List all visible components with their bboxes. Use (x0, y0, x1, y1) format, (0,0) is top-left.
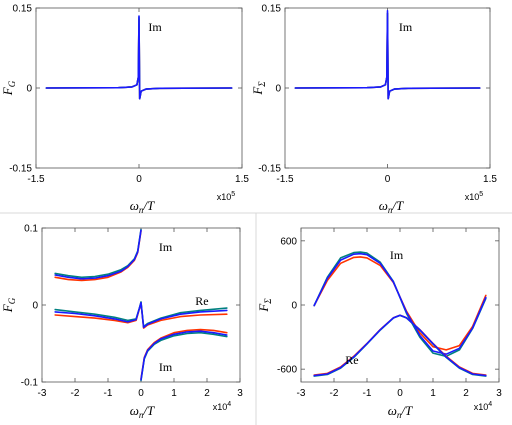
x-tick-label: 1.5 (483, 174, 497, 185)
y-tick-label: 0 (275, 84, 281, 95)
x-tick-label: 2 (463, 388, 469, 399)
x-tick-label: -2 (71, 388, 80, 399)
series-line-2 (313, 252, 487, 355)
x-axis-multiplier: x104 (213, 401, 232, 412)
x-tick-label: 1 (430, 388, 436, 399)
x-tick-label: 0 (138, 388, 144, 399)
y-tick-label: -0.15 (9, 164, 32, 175)
y-tick-label: -0.1 (21, 378, 39, 389)
chart-panel-bottom-left: -3 -2 -1 0 1 2 3 -0.1 0 0.1 x104 ωn/T FG Im Re Im (0, 224, 243, 421)
x-axis-multiplier: x105 (217, 191, 236, 202)
x-tick-label: -3 (38, 388, 47, 399)
y-tick-label: -600 (277, 365, 297, 376)
chart-panel-top-right: -1.5 0 1.5 -0.15 0 0.15 x105 ωn/T FΣ Im (250, 4, 497, 216)
x-tick-label: -1 (104, 388, 113, 399)
chart-panel-top-left: -1.5 0 1.5 -0.15 0 0.15 x105 ωn/T FG Im (0, 4, 249, 216)
series-line-1 (54, 228, 142, 279)
x-axis-title: ωn/T (130, 198, 155, 215)
x-axis-title: ωn/T (388, 403, 413, 420)
x-tick-label: 3 (496, 388, 502, 399)
y-tick-label: 0 (26, 84, 32, 95)
annotation-im: Im (399, 20, 413, 34)
x-tick-label: 1.5 (235, 174, 249, 185)
series-line-1 (313, 251, 487, 358)
annotation-re: Re (195, 294, 208, 308)
y-axis-title: FΣ (256, 298, 273, 313)
y-tick-label: 0 (291, 301, 297, 312)
series-line-0 (54, 230, 142, 282)
y-tick-label: 0.15 (13, 4, 33, 15)
y-tick-label: 0 (32, 301, 38, 312)
x-tick-label: -3 (297, 388, 306, 399)
series-line-6 (140, 328, 228, 380)
annotation-im: Im (159, 240, 173, 254)
series-line-5 (54, 301, 228, 329)
x-axis-multiplier: x105 (465, 191, 484, 202)
annotation-re: Re (345, 353, 358, 367)
annotation-im: Im (390, 248, 404, 262)
series-line-2 (294, 9, 481, 100)
series-line-2 (54, 229, 142, 280)
y-tick-label: 0.1 (24, 224, 38, 235)
series-line-7 (140, 331, 228, 382)
series-line-0 (313, 256, 487, 351)
annotation-im: Im (159, 360, 173, 374)
chart-panel-bottom-right: -3 -2 -1 0 1 2 3 -600 0 600 x104 ωn/T FΣ Im Re (256, 227, 502, 420)
x-tick-label: 1 (171, 388, 177, 399)
series-line-5 (313, 314, 487, 377)
x-tick-label: 3 (237, 388, 243, 399)
y-tick-label: 0.15 (262, 4, 282, 15)
y-tick-label: -0.15 (258, 164, 281, 175)
x-tick-label: 0 (385, 174, 391, 185)
x-tick-label: -1 (363, 388, 372, 399)
x-axis-multiplier: x104 (474, 401, 493, 412)
series-line-8 (140, 330, 228, 381)
y-axis-title: FΣ (250, 81, 267, 96)
x-tick-label: 0 (136, 174, 142, 185)
annotation-im: Im (148, 20, 162, 34)
y-axis-title: FG (0, 80, 17, 96)
x-axis-title: ωn/T (130, 403, 155, 420)
x-tick-label: -2 (330, 388, 339, 399)
y-tick-label: 600 (280, 236, 297, 247)
x-tick-label: -1.5 (276, 174, 294, 185)
x-tick-label: 0 (397, 388, 403, 399)
x-tick-label: -1.5 (27, 174, 45, 185)
x-axis-title: ωn/T (379, 198, 404, 215)
x-tick-label: 2 (204, 388, 210, 399)
y-axis-title: FG (0, 297, 17, 313)
series-line-2 (45, 15, 233, 100)
